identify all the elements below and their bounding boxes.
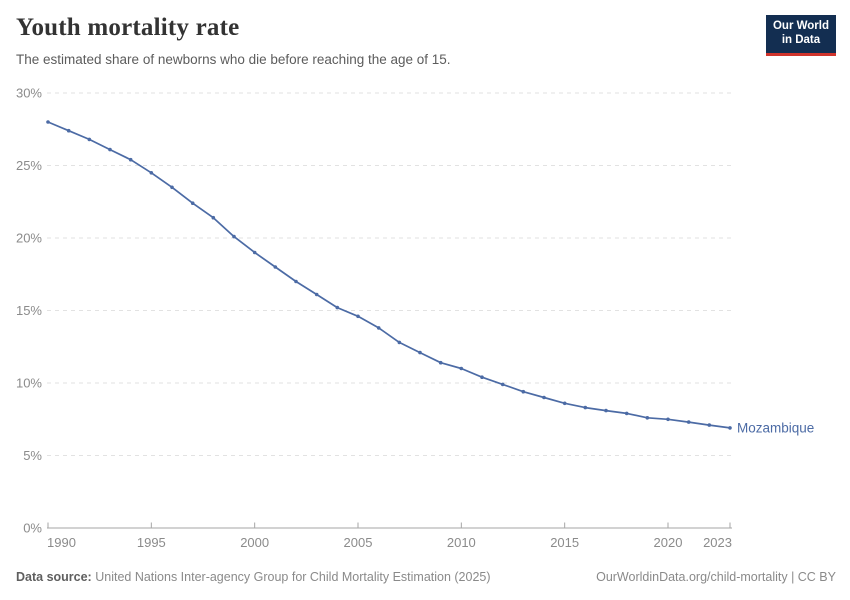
owid-logo-line2: in Data	[781, 33, 821, 46]
y-axis-tick-label: 5%	[23, 448, 42, 463]
x-axis-tick-label: 1995	[137, 535, 166, 550]
chart-subtitle: The estimated share of newborns who die …	[16, 52, 451, 67]
data-point	[108, 147, 112, 152]
data-point	[583, 405, 588, 410]
x-axis-tick-label: 2005	[344, 535, 373, 550]
data-point	[211, 215, 216, 220]
data-line	[47, 121, 731, 429]
data-source-text: United Nations Inter-agency Group for Ch…	[95, 570, 491, 584]
x-axis-tick-label: 1990	[47, 535, 76, 550]
page-title: Youth mortality rate	[16, 14, 240, 41]
data-point	[190, 201, 195, 205]
data-point	[252, 250, 257, 255]
y-axis-tick-label: 25%	[16, 158, 42, 173]
data-point	[170, 185, 174, 190]
data-point	[314, 292, 319, 297]
data-point	[645, 416, 650, 420]
data-point	[686, 420, 691, 424]
data-point	[438, 360, 443, 365]
chart-footer: Data source: United Nations Inter-agency…	[16, 570, 836, 584]
data-point	[294, 279, 298, 284]
x-axis-tick-label: 2010	[447, 535, 476, 550]
data-point	[666, 417, 670, 422]
data-point	[376, 326, 381, 330]
data-point	[624, 411, 629, 416]
data-point	[397, 340, 402, 345]
y-axis-tick-label: 10%	[16, 376, 42, 391]
data-point	[273, 265, 278, 269]
data-point	[128, 157, 133, 162]
license-link[interactable]: OurWorldinData.org/child-mortality | CC …	[596, 570, 836, 584]
data-point	[459, 366, 464, 371]
data-point	[707, 423, 712, 427]
data-point	[87, 137, 92, 142]
data-source-label: Data source:	[16, 570, 92, 584]
data-source: Data source: United Nations Inter-agency…	[16, 570, 491, 584]
x-axis-tick-label: 2015	[550, 535, 579, 550]
data-point	[480, 375, 484, 380]
x-axis-tick-label: 2020	[654, 535, 683, 550]
x-axis-tick-label: 2023	[703, 535, 732, 550]
data-point	[66, 128, 71, 133]
data-point	[232, 234, 236, 239]
y-axis-tick-label: 15%	[16, 303, 42, 318]
owid-logo[interactable]: Our World in Data	[765, 15, 836, 56]
data-point	[149, 171, 154, 175]
data-point	[46, 120, 50, 124]
y-axis-tick-label: 30%	[16, 86, 42, 101]
data-point	[356, 314, 360, 319]
series-label[interactable]: Mozambique	[737, 420, 814, 435]
data-point	[335, 305, 340, 310]
data-point	[500, 382, 505, 387]
owid-logo-line1: Our World	[772, 20, 829, 32]
data-point	[728, 426, 732, 430]
y-axis-tick-label: 0%	[23, 521, 42, 536]
y-axis-tick-label: 20%	[16, 231, 42, 246]
data-point	[418, 350, 422, 355]
data-point	[521, 389, 526, 394]
data-point	[542, 395, 546, 400]
x-axis-tick-label: 2000	[240, 535, 269, 550]
data-point	[604, 408, 608, 413]
data-point	[562, 401, 567, 406]
